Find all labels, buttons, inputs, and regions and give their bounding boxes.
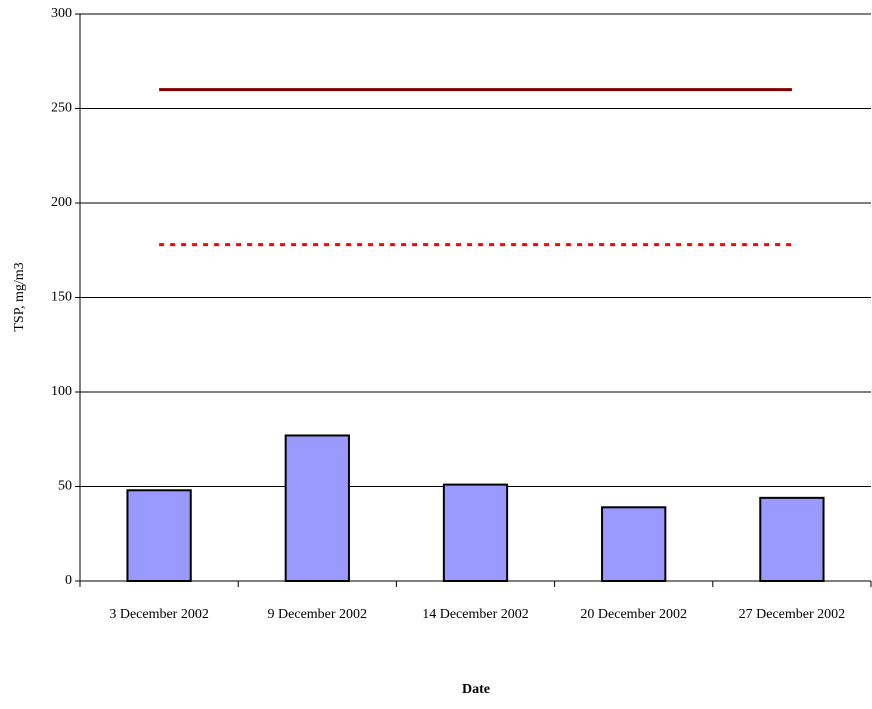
y-tick-label: 250: [51, 101, 72, 116]
y-tick-label: 150: [51, 290, 72, 305]
bar: [759, 496, 825, 582]
x-tick-label: 3 December 2002: [109, 607, 209, 622]
y-axis-label: TSP, mg/m3: [12, 262, 27, 331]
bar: [442, 483, 509, 582]
bar: [284, 434, 350, 582]
y-tick-label: 100: [51, 384, 72, 399]
x-tick-label: 9 December 2002: [268, 607, 368, 622]
x-tick-label: 20 December 2002: [580, 607, 687, 622]
bar: [601, 506, 667, 583]
y-tick-label: 0: [65, 573, 72, 588]
y-tick-label: 200: [51, 195, 72, 210]
y-tick-label: 50: [58, 479, 72, 494]
bar: [126, 489, 192, 582]
y-tick-label: 300: [51, 6, 72, 21]
x-axis-label: Date: [462, 682, 490, 697]
x-tick-label: 14 December 2002: [422, 607, 529, 622]
x-tick-label: 27 December 2002: [739, 607, 846, 622]
